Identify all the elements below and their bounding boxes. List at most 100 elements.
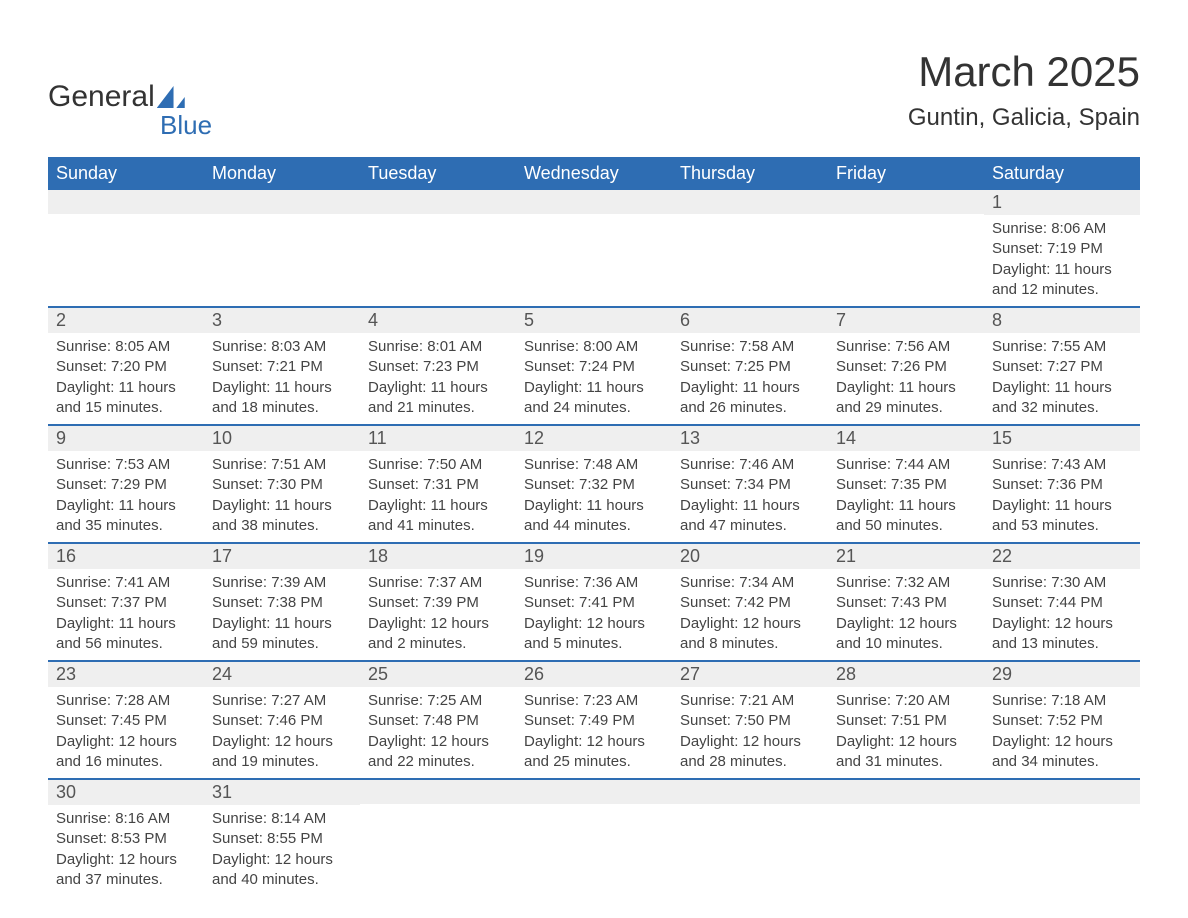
day-number: 2 [48, 308, 204, 333]
day-number: 10 [204, 426, 360, 451]
day-sunrise: Sunrise: 7:51 AM [212, 455, 352, 475]
week-row: 30Sunrise: 8:16 AMSunset: 8:53 PMDayligh… [48, 779, 1140, 896]
day-content: Sunrise: 7:44 AMSunset: 7:35 PMDaylight:… [828, 451, 984, 542]
day-daylight2: and 38 minutes. [212, 516, 352, 536]
day-number [360, 190, 516, 214]
day-cell: 1Sunrise: 8:06 AMSunset: 7:19 PMDaylight… [984, 190, 1140, 307]
day-daylight2: and 22 minutes. [368, 752, 508, 772]
day-content: Sunrise: 7:51 AMSunset: 7:30 PMDaylight:… [204, 451, 360, 542]
day-number: 20 [672, 544, 828, 569]
day-number: 28 [828, 662, 984, 687]
day-daylight1: Daylight: 11 hours [836, 496, 976, 516]
day-cell [360, 779, 516, 896]
day-sunset: Sunset: 7:52 PM [992, 711, 1132, 731]
day-number: 12 [516, 426, 672, 451]
day-daylight2: and 24 minutes. [524, 398, 664, 418]
day-content: Sunrise: 7:30 AMSunset: 7:44 PMDaylight:… [984, 569, 1140, 660]
day-sunrise: Sunrise: 7:30 AM [992, 573, 1132, 593]
day-number: 1 [984, 190, 1140, 215]
day-cell: 17 Sunrise: 7:39 AMSunset: 7:38 PMDayligh… [204, 543, 360, 661]
day-content: Sunrise: 8:05 AMSunset: 7:20 PMDaylight:… [48, 333, 204, 424]
day-content: Sunrise: 7:20 AMSunset: 7:51 PMDaylight:… [828, 687, 984, 778]
day-content: Sunrise: 8:03 AMSunset: 7:21 PMDaylight:… [204, 333, 360, 424]
day-content: Sunrise: 7:23 AMSunset: 7:49 PMDaylight:… [516, 687, 672, 778]
day-cell: 7Sunrise: 7:56 AMSunset: 7:26 PMDaylight… [828, 307, 984, 425]
day-sunset: Sunset: 7:38 PM [212, 593, 352, 613]
day-content: Sunrise: 7:27 AMSunset: 7:46 PMDaylight:… [204, 687, 360, 778]
day-daylight1: Daylight: 12 hours [836, 614, 976, 634]
day-sunrise: Sunrise: 8:03 AM [212, 337, 352, 357]
day-cell: 13Sunrise: 7:46 AMSunset: 7:34 PMDayligh… [672, 425, 828, 543]
day-content: Sunrise: 7:46 AMSunset: 7:34 PMDaylight:… [672, 451, 828, 542]
day-number: 22 [984, 544, 1140, 569]
day-sunset: Sunset: 7:26 PM [836, 357, 976, 377]
day-number: 7 [828, 308, 984, 333]
day-number: 9 [48, 426, 204, 451]
day-cell: 23Sunrise: 7:28 AMSunset: 7:45 PMDayligh… [48, 661, 204, 779]
day-daylight1: Daylight: 11 hours [836, 378, 976, 398]
day-sunset: Sunset: 7:19 PM [992, 239, 1132, 259]
day-content: Sunrise: 7:55 AMSunset: 7:27 PMDaylight:… [984, 333, 1140, 424]
day-daylight1: Daylight: 11 hours [212, 614, 352, 634]
day-cell: 18Sunrise: 7:37 AMSunset: 7:39 PMDayligh… [360, 543, 516, 661]
day-sunrise: Sunrise: 7:39 AM [212, 573, 352, 593]
day-daylight2: and 2 minutes. [368, 634, 508, 654]
day-cell: 5Sunrise: 8:00 AMSunset: 7:24 PMDaylight… [516, 307, 672, 425]
day-sunset: Sunset: 7:37 PM [56, 593, 196, 613]
day-content: Sunrise: 7:18 AMSunset: 7:52 PMDaylight:… [984, 687, 1140, 778]
day-number: 25 [360, 662, 516, 687]
day-daylight2: and 10 minutes. [836, 634, 976, 654]
day-number: 17 [204, 544, 360, 569]
day-sunrise: Sunrise: 7:32 AM [836, 573, 976, 593]
day-daylight1: Daylight: 11 hours [212, 378, 352, 398]
day-sunrise: Sunrise: 7:44 AM [836, 455, 976, 475]
day-daylight1: Daylight: 12 hours [680, 732, 820, 752]
day-content: Sunrise: 7:37 AMSunset: 7:39 PMDaylight:… [360, 569, 516, 660]
day-sunset: Sunset: 7:20 PM [56, 357, 196, 377]
day-cell: 16Sunrise: 7:41 AMSunset: 7:37 PMDayligh… [48, 543, 204, 661]
location: Guntin, Galicia, Spain [908, 104, 1140, 132]
day-sunset: Sunset: 7:24 PM [524, 357, 664, 377]
day-number: 6 [672, 308, 828, 333]
day-sunset: Sunset: 7:29 PM [56, 475, 196, 495]
day-daylight1: Daylight: 11 hours [56, 378, 196, 398]
week-row: 1Sunrise: 8:06 AMSunset: 7:19 PMDaylight… [48, 190, 1140, 307]
day-sunset: Sunset: 7:48 PM [368, 711, 508, 731]
day-sunrise: Sunrise: 7:21 AM [680, 691, 820, 711]
day-number: 8 [984, 308, 1140, 333]
day-number: 5 [516, 308, 672, 333]
day-header-cell: Sunday [48, 157, 204, 190]
day-daylight2: and 32 minutes. [992, 398, 1132, 418]
day-daylight2: and 28 minutes. [680, 752, 820, 772]
day-sunset: Sunset: 7:30 PM [212, 475, 352, 495]
week-row: 2Sunrise: 8:05 AMSunset: 7:20 PMDaylight… [48, 307, 1140, 425]
day-sunset: Sunset: 7:42 PM [680, 593, 820, 613]
day-daylight2: and 34 minutes. [992, 752, 1132, 772]
day-sunrise: Sunrise: 7:27 AM [212, 691, 352, 711]
day-content: Sunrise: 7:21 AMSunset: 7:50 PMDaylight:… [672, 687, 828, 778]
day-cell: 15Sunrise: 7:43 AMSunset: 7:36 PMDayligh… [984, 425, 1140, 543]
day-number: 19 [516, 544, 672, 569]
day-cell: 10Sunrise: 7:51 AMSunset: 7:30 PMDayligh… [204, 425, 360, 543]
logo-word2: Blue [160, 110, 212, 141]
day-sunset: Sunset: 7:51 PM [836, 711, 976, 731]
day-daylight2: and 47 minutes. [680, 516, 820, 536]
day-daylight1: Daylight: 12 hours [212, 850, 352, 870]
day-cell [828, 190, 984, 307]
week-row: 9Sunrise: 7:53 AMSunset: 7:29 PMDaylight… [48, 425, 1140, 543]
day-number [828, 190, 984, 214]
day-daylight2: and 37 minutes. [56, 870, 196, 890]
day-daylight1: Daylight: 11 hours [680, 378, 820, 398]
day-daylight1: Daylight: 12 hours [524, 614, 664, 634]
day-cell [672, 190, 828, 307]
day-cell: 6Sunrise: 7:58 AMSunset: 7:25 PMDaylight… [672, 307, 828, 425]
day-sunset: Sunset: 7:32 PM [524, 475, 664, 495]
day-sunrise: Sunrise: 7:23 AM [524, 691, 664, 711]
day-number [672, 780, 828, 804]
day-number: 4 [360, 308, 516, 333]
day-daylight2: and 56 minutes. [56, 634, 196, 654]
day-sunset: Sunset: 7:23 PM [368, 357, 508, 377]
day-cell [48, 190, 204, 307]
day-sunset: Sunset: 7:50 PM [680, 711, 820, 731]
day-cell: 9Sunrise: 7:53 AMSunset: 7:29 PMDaylight… [48, 425, 204, 543]
